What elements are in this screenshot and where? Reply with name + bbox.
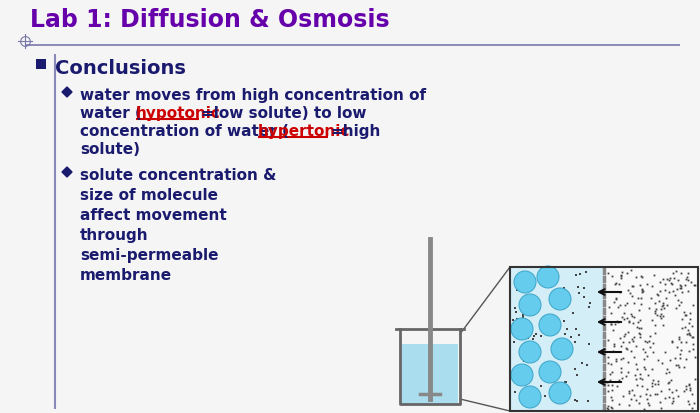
Text: Conclusions: Conclusions [55,59,186,78]
Text: semi-permeable: semi-permeable [80,247,218,262]
Text: hypotonic: hypotonic [136,106,221,121]
Text: hypertonic: hypertonic [258,124,351,139]
Circle shape [511,364,533,386]
Text: size of molecule: size of molecule [80,188,218,202]
Bar [510,267,604,411]
Circle shape [549,382,571,404]
Text: =low solute) to low: =low solute) to low [201,106,367,121]
Text: membrane: membrane [80,267,172,282]
Circle shape [539,361,561,383]
Text: affect movement: affect movement [80,207,227,223]
Circle shape [519,386,541,408]
Circle shape [519,294,541,316]
Bar [510,267,698,411]
Polygon shape [62,168,72,178]
Circle shape [514,271,536,293]
Text: Lab 1: Diffusion & Osmosis: Lab 1: Diffusion & Osmosis [30,8,390,32]
Circle shape [549,288,571,310]
Text: solute): solute) [80,142,140,157]
Bar [402,344,458,404]
Polygon shape [62,88,72,98]
Bar [36,60,46,70]
Circle shape [537,266,559,288]
Text: solute concentration &: solute concentration & [80,168,276,183]
Circle shape [511,318,533,340]
Circle shape [519,341,541,363]
Bar [604,267,698,411]
Text: through: through [80,228,148,242]
Circle shape [551,338,573,360]
Text: water (: water ( [80,106,142,121]
Circle shape [539,314,561,336]
Text: =high: =high [330,124,380,139]
Text: concentration of water (: concentration of water ( [80,124,289,139]
Text: water moves from high concentration of: water moves from high concentration of [80,88,426,103]
